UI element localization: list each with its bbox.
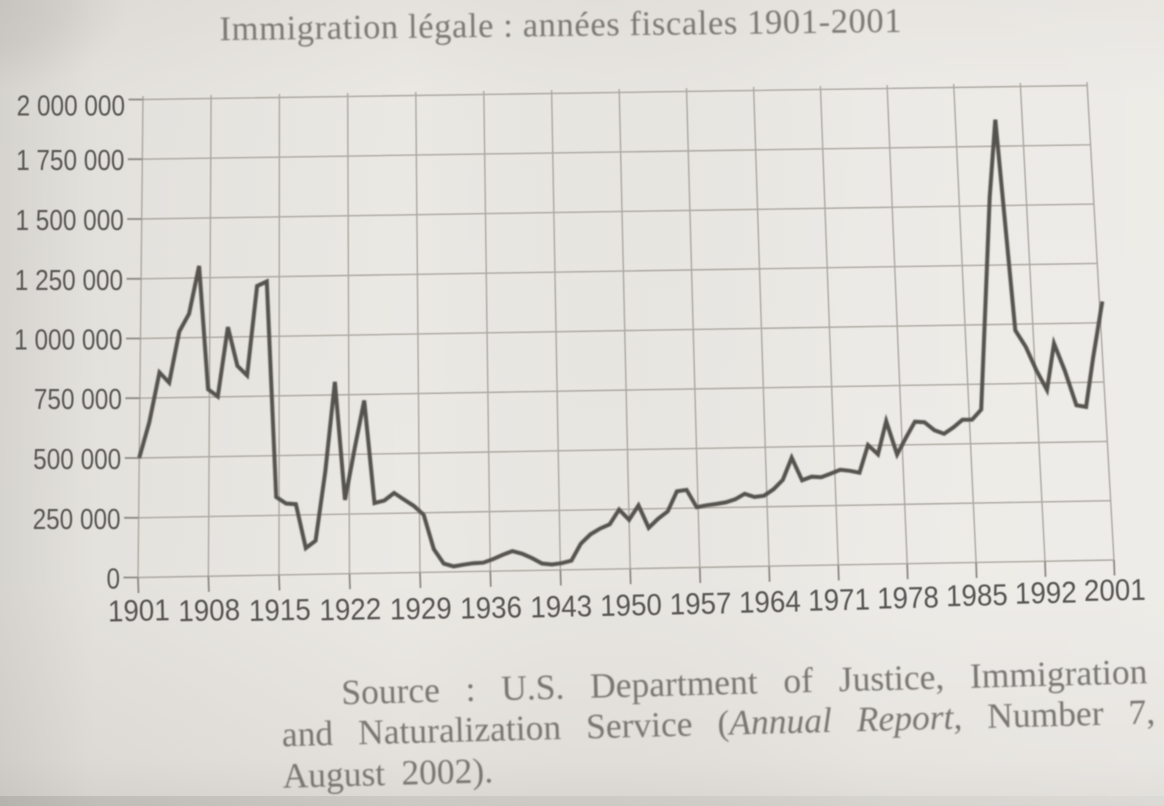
svg-text:1 250 000: 1 250 000	[15, 264, 123, 296]
svg-text:500 000: 500 000	[33, 443, 121, 475]
svg-text:1 000 000: 1 000 000	[14, 324, 122, 356]
svg-text:1908: 1908	[178, 594, 240, 629]
svg-text:1964: 1964	[739, 585, 801, 620]
svg-text:2001: 2001	[1084, 574, 1146, 609]
svg-text:1929: 1929	[390, 592, 452, 627]
svg-text:1943: 1943	[530, 590, 592, 625]
svg-text:1936: 1936	[460, 591, 522, 626]
svg-text:1978: 1978	[877, 581, 939, 616]
svg-text:1957: 1957	[669, 587, 731, 622]
svg-text:750 000: 750 000	[34, 383, 122, 415]
svg-text:1950: 1950	[600, 589, 662, 624]
svg-text:Immigration légale : années fi: Immigration légale : années fiscales 190…	[219, 2, 901, 48]
svg-text:0: 0	[106, 563, 120, 595]
svg-text:1 750 000: 1 750 000	[16, 144, 124, 176]
svg-text:1971: 1971	[808, 583, 870, 618]
svg-text:1985: 1985	[946, 579, 1008, 614]
svg-text:1 500 000: 1 500 000	[15, 204, 123, 236]
svg-text:August 2002).: August 2002).	[282, 750, 494, 795]
svg-text:250 000: 250 000	[33, 503, 121, 535]
svg-text:1915: 1915	[249, 594, 311, 629]
svg-text:1901: 1901	[108, 594, 170, 629]
svg-text:2 000 000: 2 000 000	[17, 90, 125, 122]
svg-text:1922: 1922	[319, 593, 381, 628]
svg-text:1992: 1992	[1015, 576, 1077, 611]
